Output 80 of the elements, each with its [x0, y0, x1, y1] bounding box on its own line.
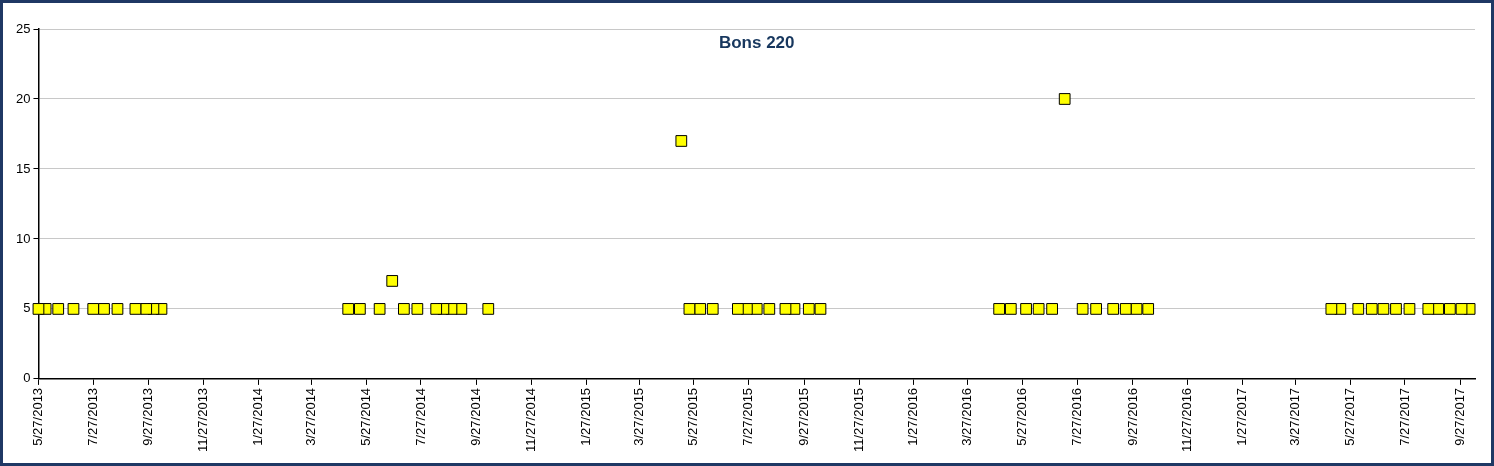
x-tick-label: 3/27/2015	[630, 387, 646, 446]
x-tick-label: 1/27/2015	[577, 387, 593, 446]
point	[342, 303, 355, 315]
x-tick-label: 3/27/2014	[302, 387, 318, 446]
point	[675, 135, 688, 147]
point	[1004, 303, 1017, 315]
point	[140, 303, 153, 315]
point	[1352, 303, 1365, 315]
point	[1130, 303, 1143, 315]
point	[732, 303, 744, 315]
point	[763, 303, 776, 315]
point	[1046, 303, 1058, 315]
point	[354, 303, 366, 315]
y-tick-label: 10	[15, 230, 31, 246]
point	[1142, 303, 1155, 315]
point	[52, 303, 65, 315]
x-tick-label: 5/27/2017	[1341, 387, 1357, 446]
point	[1455, 303, 1468, 315]
point	[694, 303, 707, 315]
y-tick-label: 25	[15, 20, 31, 36]
x-tick-label: 7/27/2015	[740, 387, 756, 446]
point	[87, 303, 100, 315]
point	[706, 303, 719, 315]
point	[1365, 303, 1378, 315]
point	[1032, 303, 1045, 315]
x-tick-label: 9/27/2016	[1124, 387, 1140, 446]
x-tick-label: 7/27/2013	[84, 387, 100, 446]
point	[1443, 303, 1456, 315]
x-tick-label: 3/27/2017	[1287, 387, 1303, 446]
point	[1076, 303, 1089, 315]
point	[411, 303, 424, 315]
x-tick-label: 9/27/2013	[140, 387, 156, 446]
point	[1119, 303, 1132, 315]
point	[1422, 303, 1435, 315]
x-tick-label: 5/27/2013	[30, 387, 46, 446]
point	[482, 303, 495, 315]
point	[373, 303, 386, 315]
x-tick-label: 7/27/2016	[1068, 387, 1084, 446]
x-tick-label: 1/27/2017	[1234, 387, 1250, 446]
y-tick-label: 5	[23, 300, 31, 316]
x-tick-label: 11/27/2015	[850, 387, 866, 453]
point	[993, 303, 1006, 315]
x-tick-label: 1/27/2014	[250, 387, 266, 446]
x-tick-label: 9/27/2014	[468, 387, 484, 446]
x-tick-label: 9/27/2015	[795, 387, 811, 446]
x-tick-label: 7/27/2014	[412, 387, 428, 446]
point	[1058, 93, 1071, 105]
point	[1107, 303, 1120, 315]
x-tick-label: 7/27/2017	[1396, 387, 1412, 446]
point	[802, 303, 815, 315]
point	[1020, 303, 1032, 315]
y-tick-label: 0	[23, 370, 31, 386]
x-tick-label: 3/27/2016	[959, 387, 975, 446]
point	[32, 303, 45, 315]
x-tick-label: 11/27/2016	[1179, 387, 1195, 453]
point	[67, 303, 80, 315]
point	[683, 303, 696, 315]
point	[129, 303, 142, 315]
y-tick-label: 15	[15, 160, 31, 176]
x-tick-label: 9/27/2017	[1452, 387, 1468, 446]
point	[1325, 303, 1338, 315]
point	[779, 303, 792, 315]
point	[398, 303, 410, 315]
point	[1090, 303, 1102, 315]
point	[386, 275, 399, 287]
point	[814, 303, 827, 315]
point	[111, 303, 124, 315]
point	[1390, 303, 1402, 315]
x-tick-label: 11/27/2014	[522, 387, 538, 453]
x-tick-label: 11/27/2013	[195, 387, 211, 453]
point	[98, 303, 110, 315]
x-tick-label: 5/27/2016	[1014, 387, 1030, 446]
x-tick-label: 5/27/2014	[357, 387, 373, 446]
point	[430, 303, 443, 315]
x-tick-label: 5/27/2015	[685, 387, 701, 446]
y-tick-label: 20	[15, 90, 31, 106]
point	[1377, 303, 1390, 315]
chart-title: Bons 220	[718, 32, 795, 52]
point	[1403, 303, 1416, 315]
x-tick-label: 1/27/2016	[905, 387, 921, 446]
